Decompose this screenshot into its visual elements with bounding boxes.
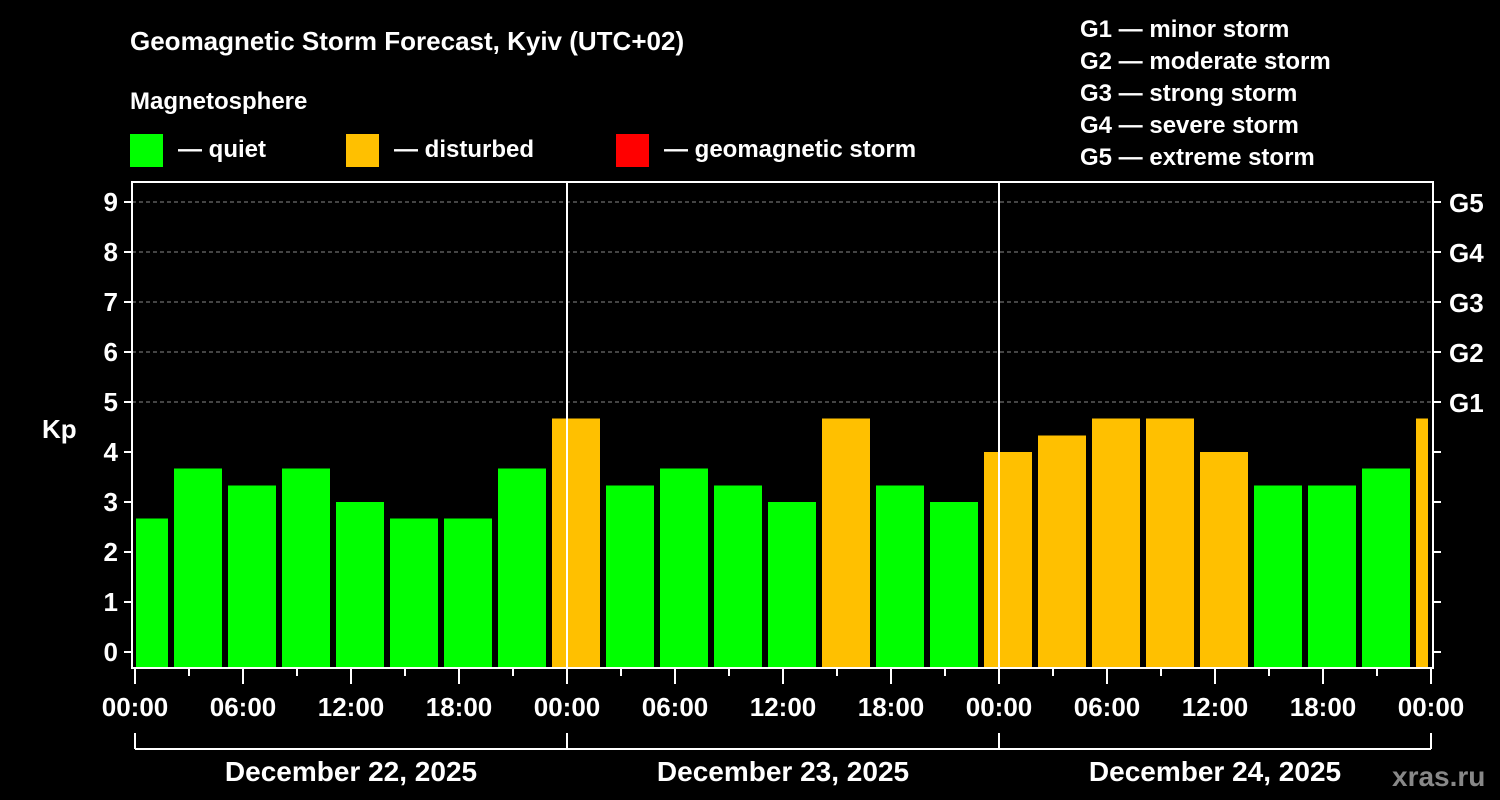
bar-disturbed	[1038, 435, 1086, 667]
bar-disturbed	[1146, 418, 1194, 667]
bar-quiet	[876, 485, 924, 667]
y-tick-label: 9	[104, 187, 118, 217]
storm-scale-legend: G1 — minor storm G2 — moderate storm G3 …	[1080, 16, 1331, 171]
bar-quiet	[228, 485, 276, 667]
x-tick-label: 18:00	[426, 692, 493, 722]
bar-quiet	[498, 468, 546, 667]
y-axis-label: Kp	[42, 414, 77, 444]
x-tick-label: 00:00	[102, 692, 169, 722]
y-tick-label: 6	[104, 337, 118, 367]
g-level-label: G3	[1449, 288, 1484, 318]
legend-label-storm: — geomagnetic storm	[664, 136, 916, 163]
g-level-label: G1	[1449, 388, 1484, 418]
x-tick-label: 00:00	[966, 692, 1033, 722]
x-tick-label: 06:00	[642, 692, 709, 722]
y-tick-label: 8	[104, 237, 118, 267]
bars	[136, 418, 1428, 667]
axes: 0 1 2 3 4 5 6 7 8 9 G1 G2 G3 G4 G5 00:00 06:00 12:00 18:00…	[102, 181, 1484, 787]
chart-title: Geomagnetic Storm Forecast, Kyiv (UTC+02…	[130, 26, 684, 56]
x-tick-label: 18:00	[1290, 692, 1357, 722]
day-label: December 23, 2025	[657, 756, 909, 787]
bar-quiet	[336, 502, 384, 667]
bar-disturbed	[552, 418, 600, 667]
y-tick-label: 2	[104, 537, 118, 567]
y-tick-label: 7	[104, 287, 118, 317]
bar-disturbed	[822, 418, 870, 667]
bar-quiet	[1362, 468, 1410, 667]
x-tick-label: 18:00	[858, 692, 925, 722]
day-label: December 24, 2025	[1089, 756, 1341, 787]
bar-quiet	[1308, 485, 1356, 667]
y-tick-label: 5	[104, 387, 118, 417]
y-tick-label: 1	[104, 587, 118, 617]
bar-quiet	[390, 518, 438, 667]
bar-quiet	[660, 468, 708, 667]
legend-label-quiet: — quiet	[178, 136, 266, 163]
day-label: December 22, 2025	[225, 756, 477, 787]
x-tick-label: 12:00	[318, 692, 385, 722]
legend-swatch-quiet	[130, 134, 163, 167]
bar-disturbed	[1200, 452, 1248, 667]
bar-quiet	[444, 518, 492, 667]
g-level-label: G5	[1449, 188, 1484, 218]
y-tick-label: 3	[104, 487, 118, 517]
x-tick-label: 06:00	[1074, 692, 1141, 722]
scale-g5: G5 — extreme storm	[1080, 144, 1315, 171]
g-level-label: G4	[1449, 238, 1484, 268]
bar-quiet	[1254, 485, 1302, 667]
x-tick-label: 00:00	[1398, 692, 1465, 722]
legend-label-disturbed: — disturbed	[394, 136, 534, 163]
legend-swatch-disturbed	[346, 134, 379, 167]
bar-quiet	[768, 502, 816, 667]
bar-quiet	[174, 468, 222, 667]
grid	[132, 201, 1433, 403]
y-tick-label: 0	[104, 637, 118, 667]
bar-disturbed	[1092, 418, 1140, 667]
x-tick-label: 12:00	[1182, 692, 1249, 722]
y-tick-label: 4	[104, 437, 119, 467]
scale-g2: G2 — moderate storm	[1080, 48, 1331, 75]
x-tick-label: 00:00	[534, 692, 601, 722]
x-tick-label: 12:00	[750, 692, 817, 722]
legend-title: Magnetosphere	[130, 88, 307, 115]
x-tick-label: 06:00	[210, 692, 277, 722]
bar-quiet	[714, 485, 762, 667]
g-level-label: G2	[1449, 338, 1484, 368]
watermark: xras.ru	[1392, 761, 1485, 792]
bar-quiet	[282, 468, 330, 667]
scale-g3: G3 — strong storm	[1080, 80, 1297, 107]
legend-swatch-storm	[616, 134, 649, 167]
bar-quiet	[930, 502, 978, 667]
scale-g4: G4 — severe storm	[1080, 112, 1299, 139]
bar-disturbed	[1416, 418, 1428, 667]
bar-quiet	[606, 485, 654, 667]
legend: — quiet — disturbed — geomagnetic storm	[130, 134, 916, 167]
bar-disturbed	[984, 452, 1032, 667]
scale-g1: G1 — minor storm	[1080, 16, 1289, 43]
bar-quiet	[136, 518, 168, 667]
